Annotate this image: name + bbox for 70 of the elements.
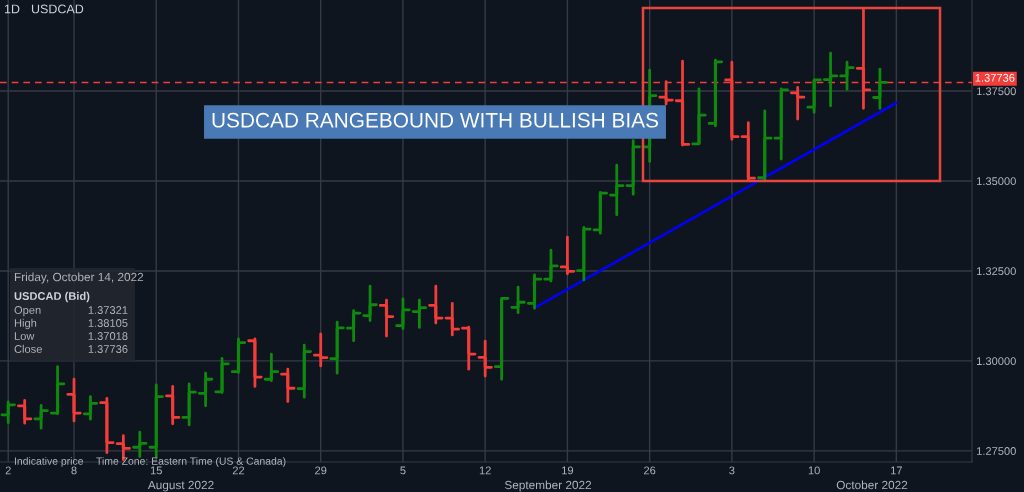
text: October 2022 xyxy=(836,480,908,490)
candlestick xyxy=(362,284,378,322)
candlestick xyxy=(395,297,411,330)
candlestick xyxy=(609,163,625,217)
x-tick-label: 19 xyxy=(562,466,574,475)
x-tick-label: 5 xyxy=(400,466,406,475)
candlestick xyxy=(263,352,280,383)
y-tick-label: 1.27500 xyxy=(977,447,1016,455)
y-tick-label: 1.37500 xyxy=(977,87,1016,96)
candlestick xyxy=(378,298,395,338)
candlestick xyxy=(247,337,263,388)
annotation: USDCAD (Bid) xyxy=(14,291,90,303)
candlestick xyxy=(214,356,230,394)
x-tick-label: 12 xyxy=(479,466,491,475)
candlestick xyxy=(428,284,444,325)
candlestick xyxy=(691,87,707,146)
annotation: 1.37736 xyxy=(88,345,128,353)
x-tick-label: 3 xyxy=(729,466,735,475)
annotation: Low xyxy=(14,332,35,340)
candlestick xyxy=(17,399,33,425)
candlestick xyxy=(82,395,99,421)
candlestick xyxy=(33,404,49,430)
candlestick xyxy=(280,367,296,403)
candlestick xyxy=(576,226,592,282)
candlestick xyxy=(66,377,82,423)
ref-line-label: 1.37736 xyxy=(975,73,1015,82)
annotation: USDCAD RANGEBOUND WITH BULLISH BIAS xyxy=(212,112,659,128)
annotation: 1.38105 xyxy=(88,319,128,327)
candlestick xyxy=(148,383,164,458)
annotation: USDCAD xyxy=(31,4,84,14)
candlestick xyxy=(493,296,510,381)
y-tick-label: 1.35000 xyxy=(977,177,1016,186)
candlestick xyxy=(411,298,428,329)
x-tick-label: 15 xyxy=(150,466,162,475)
x-tick-label: 22 xyxy=(232,466,245,475)
annotation: Open xyxy=(14,306,41,317)
x-tick-label: 10 xyxy=(808,466,820,475)
candlestick xyxy=(790,86,806,121)
x-tick-label: 26 xyxy=(644,466,656,475)
x-tick-label: 29 xyxy=(315,466,327,475)
candlestick xyxy=(230,337,247,374)
candlestick xyxy=(707,58,724,128)
candlestick xyxy=(296,343,312,399)
annotation: 1.37018 xyxy=(88,332,128,340)
x-tick-label: 2 xyxy=(5,466,11,475)
candlestick xyxy=(592,191,608,235)
candlestick xyxy=(132,430,148,458)
candlestick xyxy=(477,339,493,378)
text: September 2022 xyxy=(504,480,592,492)
annotation: Time Zone: Eastern Time (US & Canada) xyxy=(96,457,286,467)
candlestick xyxy=(49,365,66,416)
annotation: High xyxy=(14,318,37,330)
annotation: Indicative price xyxy=(14,457,84,467)
annotation: Close xyxy=(14,344,42,353)
candlestick xyxy=(625,139,641,196)
candlestick xyxy=(0,400,16,425)
y-tick-label: 1.32500 xyxy=(977,267,1016,276)
annotation: Friday, October 14, 2022 xyxy=(14,272,144,284)
y-tick-label: 1.30000 xyxy=(977,357,1016,366)
candlestick xyxy=(773,87,789,161)
candlestick xyxy=(559,235,576,276)
annotation: 1.37321 xyxy=(88,306,128,314)
candlestick xyxy=(757,109,773,182)
candlestick xyxy=(313,332,329,368)
candlestick xyxy=(872,67,888,110)
text: August 2022 xyxy=(147,480,214,492)
annotation: 1D xyxy=(4,4,20,14)
candlestick xyxy=(165,385,181,426)
x-tick-label: 17 xyxy=(891,466,902,475)
x-tick-label: 8 xyxy=(71,466,77,475)
